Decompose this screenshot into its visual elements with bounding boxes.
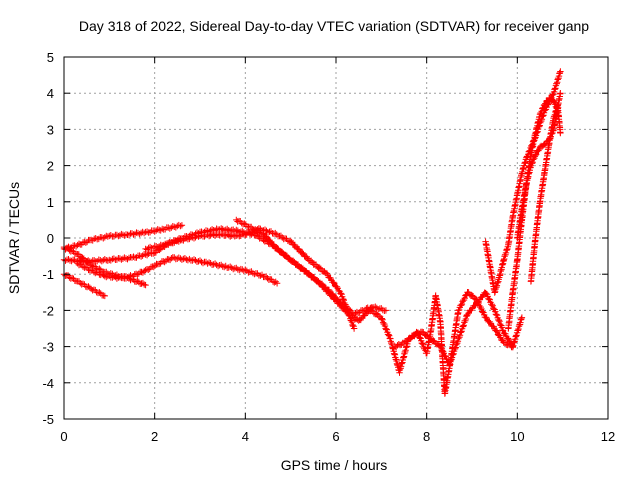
- y-tick-label: 0: [47, 231, 54, 246]
- series-markers: [391, 289, 516, 369]
- series-pass-h: [391, 289, 516, 369]
- chart-title: Day 318 of 2022, Sidereal Day-to-day VTE…: [79, 18, 589, 34]
- y-tick-label: 4: [47, 86, 54, 101]
- series-markers: [142, 225, 358, 332]
- x-tick-label: 0: [60, 429, 67, 444]
- x-tick-label: 10: [510, 429, 524, 444]
- x-tick-label: 2: [151, 429, 158, 444]
- series-markers: [233, 216, 390, 324]
- y-tick-label: -5: [42, 412, 54, 427]
- y-tick-label: 3: [47, 122, 54, 137]
- series-markers: [514, 104, 562, 242]
- y-tick-label: 1: [47, 195, 54, 210]
- x-tick-label: 12: [601, 429, 615, 444]
- y-tick-label: -1: [42, 267, 54, 282]
- y-axis-label: SDTVAR / TECUs: [6, 182, 22, 294]
- series-pass-l: [514, 104, 562, 242]
- y-tick-label: -4: [42, 376, 54, 391]
- grid: [64, 57, 608, 419]
- y-tick-label: 5: [47, 50, 54, 65]
- x-tick-label: 6: [332, 429, 339, 444]
- y-tick-label: -3: [42, 340, 54, 355]
- series-pass-f: [142, 225, 358, 332]
- x-axis-label: GPS time / hours: [281, 457, 388, 473]
- y-tick-label: 2: [47, 159, 54, 174]
- x-tick-label: 4: [242, 429, 249, 444]
- x-tick-label: 8: [423, 429, 430, 444]
- series-pass-g: [233, 216, 390, 324]
- y-tick-label: -2: [42, 303, 54, 318]
